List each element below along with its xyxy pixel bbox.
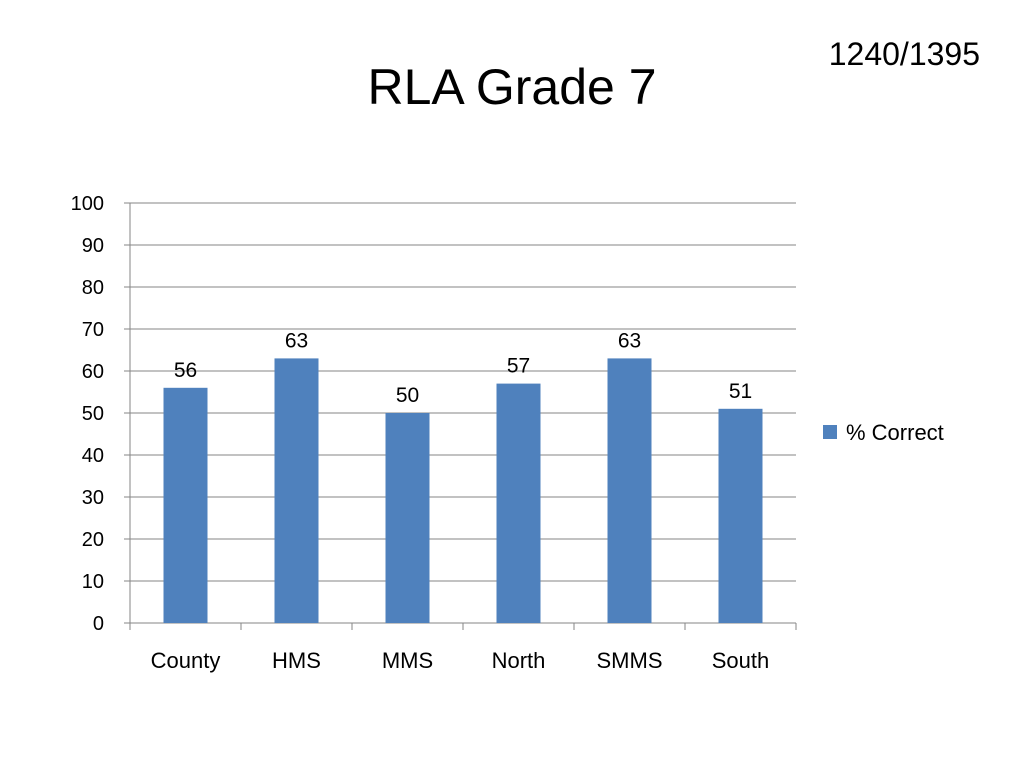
bar-south: [718, 408, 763, 623]
axes: [124, 202, 797, 630]
y-tick-label: 40: [82, 445, 104, 467]
data-label-county: 56: [174, 359, 197, 382]
category-label-mms: MMS: [382, 648, 433, 673]
category-label-county: County: [151, 648, 221, 673]
bars: [163, 358, 763, 623]
y-tick-label: 90: [82, 235, 104, 257]
y-tick-label: 10: [82, 571, 104, 593]
data-label-mms: 50: [396, 384, 419, 407]
category-label-smms: SMMS: [597, 648, 663, 673]
y-tick-label: 50: [82, 403, 104, 425]
data-label-north: 57: [507, 355, 530, 378]
legend-swatch: [823, 425, 837, 439]
y-tick-label: 100: [71, 193, 104, 215]
y-tick-label: 70: [82, 319, 104, 341]
labels: 0 10 20 30 40 50 60 70 80 90 100 56 County 63 HMS 50 MMS…: [71, 193, 770, 673]
category-label-hms: HMS: [272, 648, 321, 673]
y-tick-label: 0: [93, 613, 104, 635]
y-tick-label: 80: [82, 277, 104, 299]
y-tick-label: 20: [82, 529, 104, 551]
data-label-smms: 63: [618, 329, 641, 352]
category-label-south: South: [712, 648, 770, 673]
legend-label: % Correct: [846, 420, 944, 445]
bar-mms: [385, 413, 430, 623]
slide-counter: 1240/1395: [828, 36, 980, 72]
bar-hms: [274, 358, 319, 623]
data-label-hms: 63: [285, 329, 308, 352]
bar-county: [163, 387, 208, 623]
data-label-south: 51: [729, 380, 752, 403]
y-tick-label: 30: [82, 487, 104, 509]
bar-north: [496, 383, 541, 623]
slide-title: RLA Grade 7: [367, 59, 657, 115]
gridlines: [130, 202, 796, 624]
category-label-north: North: [492, 648, 546, 673]
y-tick-label: 60: [82, 361, 104, 383]
bar-smms: [607, 358, 652, 623]
legend: % Correct: [823, 420, 944, 445]
